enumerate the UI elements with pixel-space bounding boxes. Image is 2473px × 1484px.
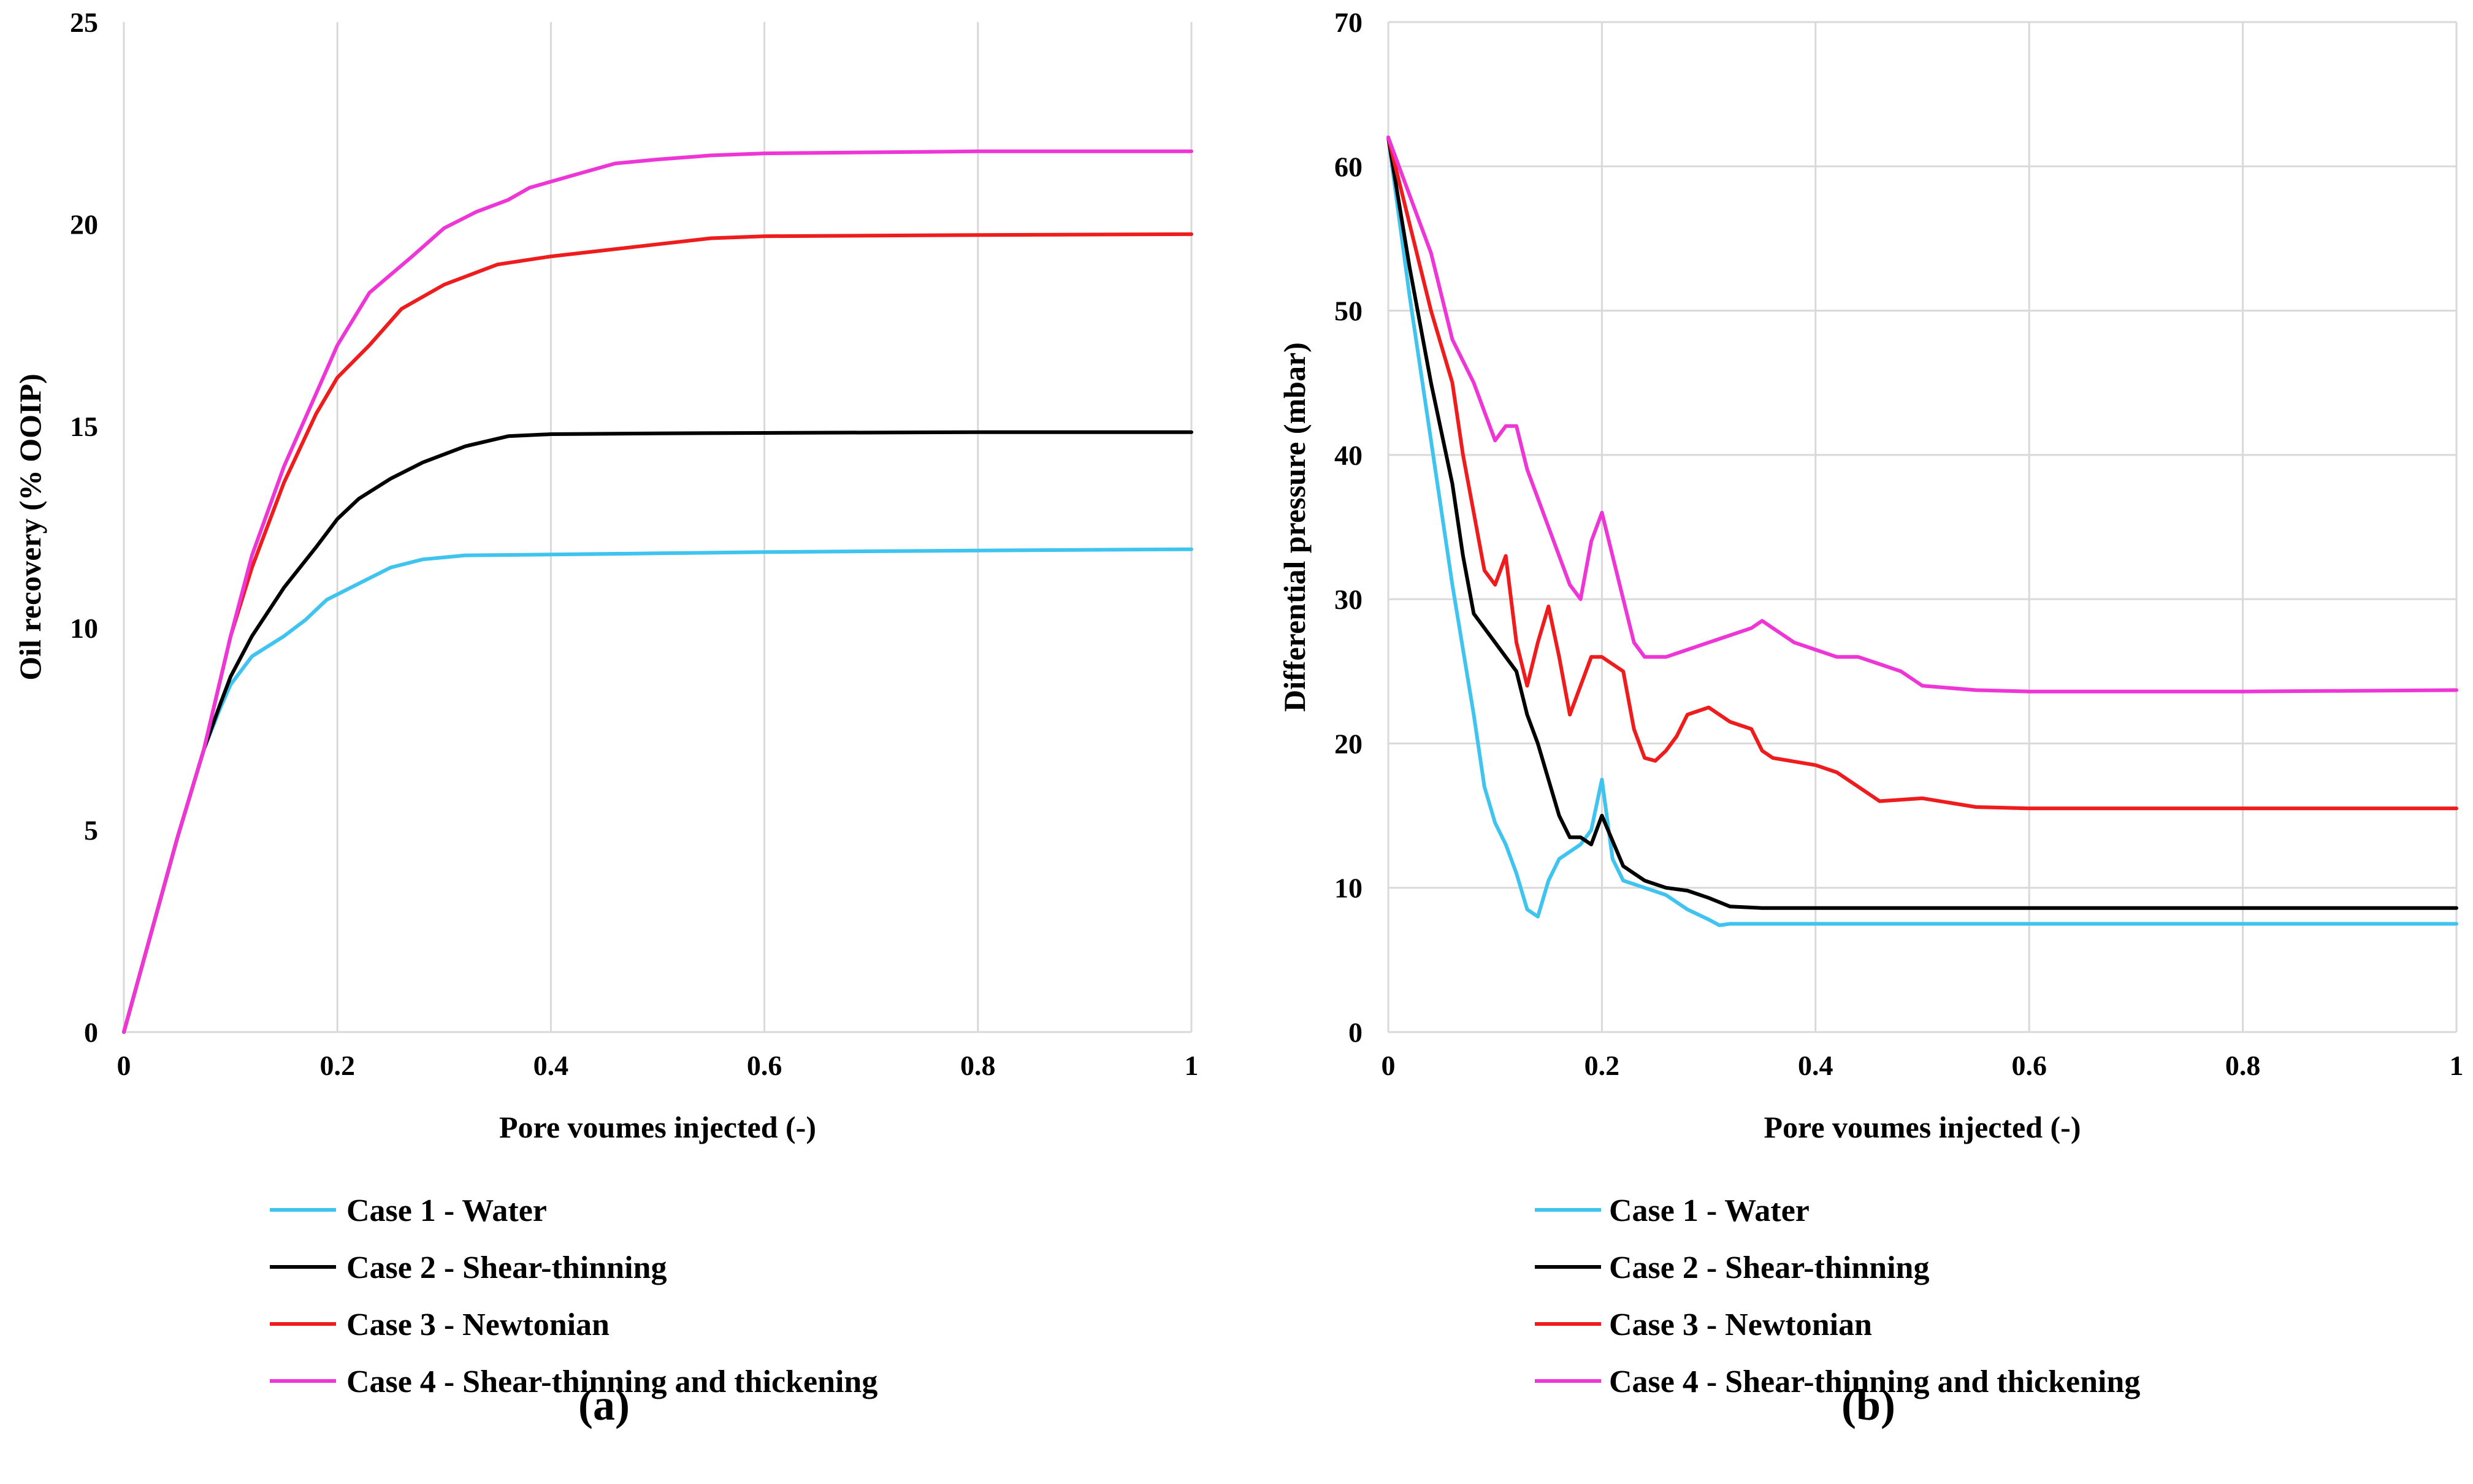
y-tick-label: 10: [1334, 873, 1363, 904]
x-tick-label: 0.6: [2011, 1050, 2047, 1081]
y-tick-label: 20: [1334, 728, 1363, 759]
series-line-case-2: [1386, 136, 2458, 910]
y-tick-label: 60: [1334, 151, 1363, 182]
x-axis-title: Pore voumes injected (-): [1764, 1110, 2081, 1144]
panel-label: (b): [1841, 1380, 1895, 1429]
series-line-case-3: [122, 232, 1193, 1034]
series-line-case-4: [1386, 136, 2458, 694]
x-tick-label: 0: [117, 1050, 131, 1081]
legend-label: Case 1 - Water: [346, 1193, 547, 1228]
legend-label: Case 1 - Water: [1609, 1193, 1810, 1228]
x-tick-label: 0: [1382, 1050, 1396, 1081]
legend-label: Case 3 - Newtonian: [346, 1307, 610, 1342]
y-tick-label: 25: [70, 7, 98, 38]
x-tick-label: 0.2: [1584, 1050, 1620, 1081]
legend-label: Case 3 - Newtonian: [1609, 1307, 1872, 1342]
y-axis-title: Differential pressure (mbar): [1277, 342, 1312, 712]
y-tick-label: 15: [70, 411, 98, 442]
y-tick-label: 20: [70, 208, 98, 240]
legend-label: Case 2 - Shear-thinning: [346, 1250, 667, 1285]
legend-label: Case 2 - Shear-thinning: [1609, 1250, 1929, 1285]
y-tick-label: 30: [1334, 584, 1363, 615]
y-tick-label: 0: [1348, 1017, 1363, 1048]
y-tick-label: 5: [84, 815, 98, 846]
series-line-case-1: [1386, 136, 2458, 927]
y-tick-label: 10: [70, 613, 98, 644]
x-tick-label: 0.4: [533, 1050, 569, 1081]
y-tick-label: 40: [1334, 440, 1363, 471]
x-tick-label: 0.8: [960, 1050, 996, 1081]
series-lines: [1386, 136, 2458, 927]
legend-label: Case 4 - Shear-thinning and thickening: [346, 1364, 877, 1399]
y-axis-title: Oil recovery (% OOIP): [13, 373, 47, 680]
x-tick-label: 0.4: [1798, 1050, 1833, 1081]
legend: Case 1 - Water Case 2 - Shear-thinning Cas…: [270, 1193, 877, 1399]
series-lines: [122, 149, 1193, 1034]
series-line-case-1: [122, 547, 1193, 1034]
gridlines: [336, 22, 1193, 1032]
y-tick-label: 70: [1334, 7, 1363, 38]
panel-label: (a): [578, 1380, 630, 1429]
gridlines: [1388, 21, 2458, 1032]
legend-label: Case 4 - Shear-thinning and thickening: [1609, 1364, 2140, 1399]
x-tick-label: 0.6: [747, 1050, 782, 1081]
x-tick-label: 1: [2450, 1050, 2464, 1081]
x-tick-label: 0.8: [2225, 1050, 2261, 1081]
series-line-case-4: [122, 149, 1193, 1034]
x-axis-title: Pore voumes injected (-): [499, 1110, 816, 1144]
x-tick-label: 0.2: [319, 1050, 355, 1081]
x-tick-label: 1: [1185, 1050, 1199, 1081]
y-tick-label: 50: [1334, 296, 1363, 327]
series-line-case-3: [1386, 136, 2458, 811]
legend: Case 1 - Water Case 2 - Shear-thinning Cas…: [1535, 1193, 2140, 1399]
y-tick-label: 0: [84, 1017, 98, 1048]
series-line-case-2: [122, 430, 1193, 1034]
